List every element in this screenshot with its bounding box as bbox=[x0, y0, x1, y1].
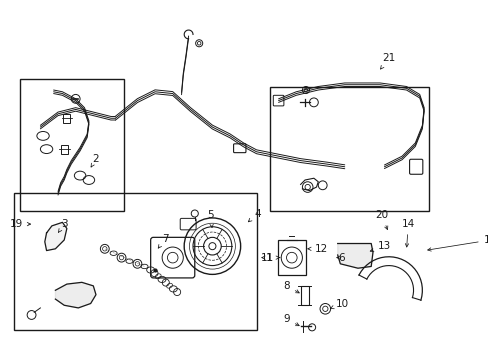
Text: 20: 20 bbox=[374, 210, 387, 230]
Text: 21: 21 bbox=[380, 53, 395, 69]
Bar bbox=[277, 240, 305, 275]
Text: 10: 10 bbox=[330, 298, 348, 309]
Text: 19: 19 bbox=[9, 219, 31, 229]
Text: 5: 5 bbox=[207, 210, 214, 228]
Bar bbox=[300, 286, 308, 305]
Bar bbox=[61, 145, 68, 153]
Polygon shape bbox=[337, 243, 372, 268]
Bar bbox=[63, 114, 70, 123]
Bar bbox=[20, 78, 124, 211]
Text: 13: 13 bbox=[369, 241, 391, 252]
Text: 4: 4 bbox=[248, 208, 261, 222]
Bar bbox=[269, 87, 427, 211]
Text: 18: 18 bbox=[0, 359, 1, 360]
Polygon shape bbox=[55, 282, 96, 308]
Text: 6: 6 bbox=[336, 253, 344, 263]
Text: 11: 11 bbox=[261, 253, 279, 263]
Text: 2: 2 bbox=[91, 154, 99, 167]
Text: 17: 17 bbox=[0, 359, 1, 360]
Polygon shape bbox=[45, 222, 67, 251]
Text: 14: 14 bbox=[401, 219, 414, 247]
Text: 15: 15 bbox=[427, 235, 488, 251]
Text: 3: 3 bbox=[59, 219, 67, 232]
Text: 1: 1 bbox=[261, 253, 272, 263]
Text: 7: 7 bbox=[158, 234, 168, 248]
Text: 8: 8 bbox=[283, 281, 299, 293]
Bar bbox=[14, 193, 256, 330]
Text: 12: 12 bbox=[307, 244, 327, 254]
Text: 16: 16 bbox=[0, 359, 1, 360]
Text: 9: 9 bbox=[283, 314, 299, 326]
